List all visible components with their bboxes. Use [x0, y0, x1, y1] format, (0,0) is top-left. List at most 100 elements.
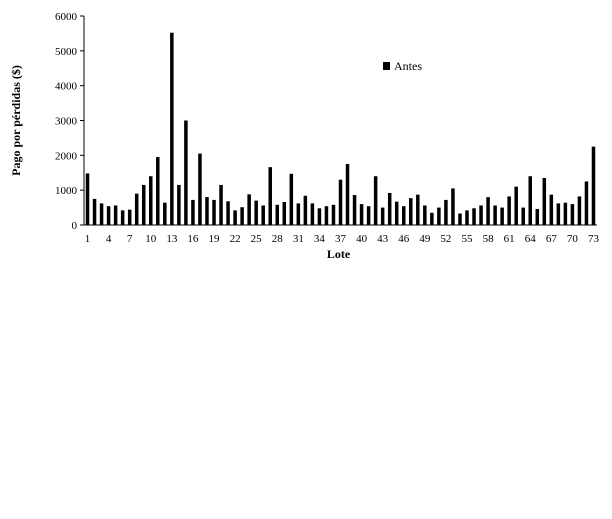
bar — [570, 204, 575, 225]
bar — [577, 196, 582, 225]
bar — [127, 209, 132, 225]
x-tick-label: 7 — [127, 233, 133, 245]
x-tick-label: 25 — [251, 233, 263, 245]
bar — [458, 213, 462, 225]
x-tick-label: 64 — [525, 233, 537, 245]
bar — [324, 206, 329, 225]
y-tick-label: 0 — [72, 220, 78, 232]
x-tick-label: 28 — [272, 233, 284, 245]
y-axis-label: Pago por pérdidas ($) — [9, 65, 23, 176]
x-tick-label: 40 — [356, 233, 368, 245]
bar — [387, 192, 392, 225]
bar — [535, 208, 540, 225]
x-tick-label: 16 — [187, 233, 199, 245]
x-tick-label: 58 — [483, 233, 495, 245]
bar — [275, 204, 280, 225]
y-tick-label: 6000 — [55, 11, 78, 23]
x-tick-label: 4 — [106, 233, 112, 245]
bar — [451, 188, 455, 225]
bar — [219, 184, 223, 225]
bar — [472, 208, 476, 225]
bar — [591, 146, 596, 225]
x-tick-label: 73 — [588, 233, 600, 245]
bar — [331, 204, 336, 225]
bar — [289, 173, 294, 225]
bar — [500, 207, 504, 225]
bar — [310, 203, 315, 225]
bar — [401, 206, 406, 225]
y-tick-label: 4000 — [55, 81, 78, 93]
bar — [261, 205, 265, 225]
x-tick-label: 19 — [209, 233, 221, 245]
bar — [556, 203, 561, 225]
bar — [120, 210, 125, 225]
bar — [430, 212, 434, 225]
bar — [240, 207, 244, 225]
bar — [296, 203, 301, 225]
bar — [437, 207, 441, 225]
y-tick-label: 5000 — [55, 46, 78, 58]
bar — [528, 176, 532, 225]
chart-panel-1: 0 1000 2000 3000 4000 5000 6000 1 4 7 10 13 16 19 22 25… — [9, 11, 599, 261]
x-tick-label: 37 — [335, 233, 347, 245]
x-tick-label: 49 — [419, 233, 431, 245]
bar — [359, 204, 364, 225]
x-tick-label: 22 — [230, 233, 241, 245]
bar — [521, 207, 525, 225]
x-tick-label: 61 — [504, 233, 515, 245]
x-axis-label: Lote — [327, 247, 351, 261]
bar — [317, 208, 322, 225]
bar — [106, 206, 111, 225]
bar — [92, 198, 97, 225]
bar — [352, 195, 357, 225]
bar — [416, 194, 420, 225]
legend-swatch — [383, 62, 390, 70]
legend-label: Antes — [394, 59, 422, 73]
x-tick-label: 1 — [85, 233, 91, 245]
bar — [338, 179, 343, 225]
bar — [486, 197, 490, 225]
bar — [247, 194, 251, 225]
bar — [226, 201, 230, 225]
x-tick-label: 43 — [377, 233, 389, 245]
bar — [85, 173, 90, 225]
bar — [205, 197, 209, 225]
bar — [184, 120, 188, 225]
bar — [212, 199, 216, 225]
bar — [113, 205, 118, 225]
x-tick-label: 46 — [398, 233, 410, 245]
bar — [373, 176, 378, 225]
bar — [409, 198, 413, 225]
bar — [233, 210, 237, 225]
bar — [345, 164, 350, 225]
bar — [141, 184, 146, 225]
bar — [156, 157, 160, 225]
x-tick-label: 31 — [293, 233, 304, 245]
y-tick-label: 2000 — [55, 150, 78, 162]
bar — [254, 200, 258, 225]
bar — [479, 205, 483, 225]
bar — [444, 199, 448, 225]
bar — [268, 167, 272, 225]
y-tick-label: 1000 — [55, 185, 78, 197]
bar — [134, 193, 139, 225]
bar — [394, 201, 399, 225]
bar — [191, 199, 195, 225]
bar — [282, 202, 287, 225]
bar — [514, 186, 518, 225]
bar — [423, 205, 427, 225]
bar — [549, 194, 554, 225]
bar — [99, 203, 104, 225]
bar — [493, 205, 497, 225]
x-tick-label: 70 — [567, 233, 579, 245]
y-tick-label: 3000 — [55, 116, 78, 128]
bar — [303, 195, 308, 225]
bar — [584, 181, 589, 225]
bar — [465, 210, 469, 225]
bar — [170, 32, 174, 225]
bar — [563, 202, 568, 225]
bar — [542, 177, 547, 225]
bar — [198, 153, 202, 225]
